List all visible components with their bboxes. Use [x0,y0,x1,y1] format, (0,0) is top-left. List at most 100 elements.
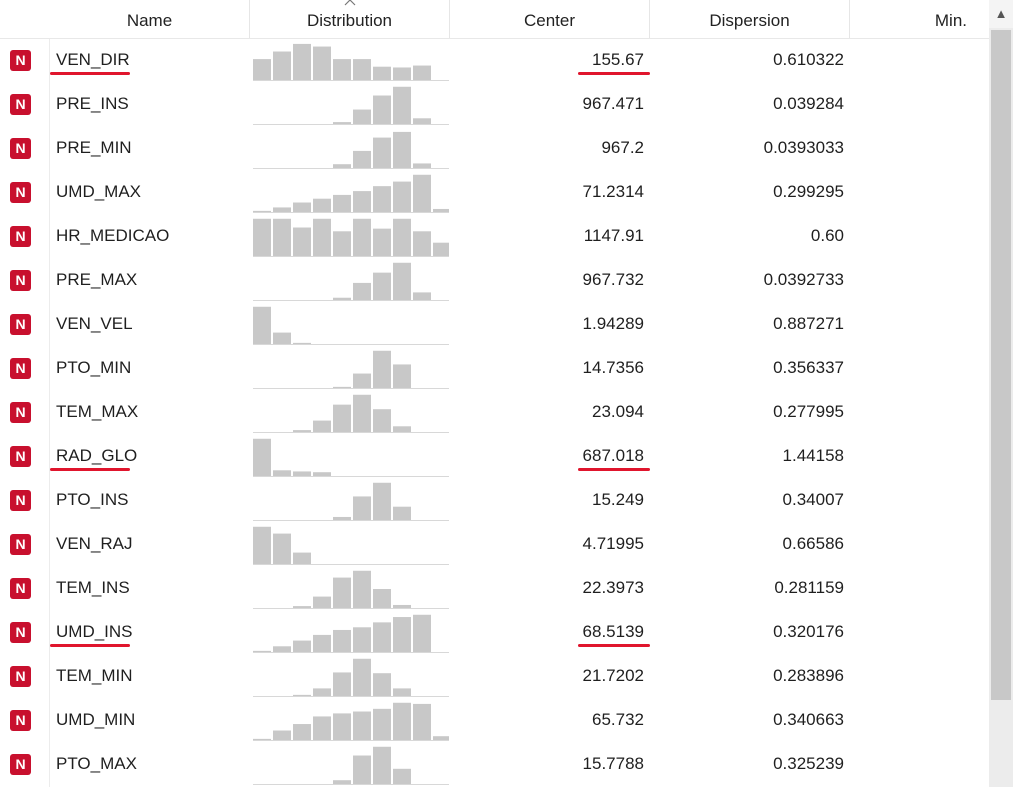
histogram-bar [333,672,351,696]
histogram-bar [433,736,449,740]
sort-ascending-icon [344,0,355,6]
histogram-bar [393,181,411,212]
histogram-bar [273,470,291,476]
table-row[interactable]: N PTO_MAX 15.7788 0.325239 [0,742,989,786]
dispersion-value: 0.283896 [773,666,844,685]
table-row[interactable]: N VEN_RAJ 4.71995 0.66586 [0,522,989,566]
table-row[interactable]: N HR_MEDICAO 1147.91 0.60 [0,214,989,258]
distribution-histogram [253,218,449,257]
histogram-bar [273,533,291,564]
numeric-type-icon: N [10,50,31,71]
name-underline-annotation [50,468,130,471]
histogram-bar [293,227,311,256]
histogram-bar [313,218,331,256]
histogram-bar [333,780,351,784]
scroll-up-arrow-icon[interactable]: ▲ [989,0,1013,28]
table-row[interactable]: N UMD_INS 68.5139 0.320176 [0,610,989,654]
table-row[interactable]: N VEN_DIR 155.67 0.610322 [0,38,989,82]
histogram-bar [253,59,271,80]
dispersion-value: 0.325239 [773,754,844,773]
dispersion-value: 0.299295 [773,182,844,201]
column-header-distribution[interactable]: Distribution [250,0,450,38]
histogram-bar [293,471,311,476]
distribution-histogram [253,482,449,521]
column-header-center[interactable]: Center [450,0,650,38]
distribution-histogram [253,262,449,301]
histogram-bar [313,596,331,608]
histogram-bar [413,231,431,256]
histogram-bar [333,629,351,652]
dispersion-value: 0.0393033 [763,138,844,157]
histogram-bar [373,746,391,784]
histogram-bar [393,131,411,168]
column-header-min[interactable]: Min. [850,0,989,38]
table-row[interactable]: N UMD_MIN 65.732 0.340663 [0,698,989,742]
table-row[interactable]: N PTO_INS 15.249 0.34007 [0,478,989,522]
histogram-bar [333,231,351,256]
table-row[interactable]: N TEM_INS 22.3973 0.281159 [0,566,989,610]
dispersion-value: 0.610322 [773,50,844,69]
distribution-histogram [253,394,449,433]
histogram-bar [353,59,371,80]
numeric-type-icon: N [10,490,31,511]
variable-name: TEM_MAX [56,402,139,421]
histogram-bar [313,716,331,740]
histogram-bar [273,207,291,212]
histogram-bar [273,332,291,344]
histogram-bar [393,86,411,124]
variable-name: VEN_VEL [56,314,133,333]
histogram-bar [373,272,391,300]
histogram-bar [293,43,311,80]
distribution-histogram [253,350,449,389]
table-row[interactable]: N VEN_VEL 1.94289 0.887271 [0,302,989,346]
center-value: 967.471 [582,94,644,113]
histogram-bar [333,577,351,608]
column-header-name[interactable]: Name [50,0,250,38]
dispersion-value: 0.039284 [773,94,844,113]
table-row[interactable]: N UMD_MAX 71.2314 0.299295 [0,170,989,214]
center-value: 1147.91 [583,226,644,245]
table-row[interactable]: N TEM_MAX 23.094 0.277995 [0,390,989,434]
center-value: 15.249 [592,490,644,509]
histogram-bar [433,208,449,212]
dispersion-value: 0.320176 [773,622,844,641]
histogram-bar [313,198,331,212]
dispersion-value: 0.356337 [773,358,844,377]
table-row[interactable]: N PRE_MIN 967.2 0.0393033 [0,126,989,170]
center-value: 1.94289 [582,314,644,333]
histogram-bar [313,420,331,432]
histogram-bar [293,430,311,432]
histogram-bar [353,711,371,740]
histogram-bar [253,526,271,564]
variable-name: PRE_MAX [56,270,138,289]
dispersion-value: 0.281159 [774,578,844,597]
scroll-thumb[interactable] [991,30,1011,700]
numeric-type-icon: N [10,754,31,775]
numeric-type-icon: N [10,138,31,159]
vertical-scrollbar[interactable]: ▲ [989,0,1013,787]
name-underline-annotation [50,644,130,647]
histogram-bar [353,496,371,520]
distribution-histogram [253,86,449,125]
dispersion-value: 0.887271 [773,314,844,333]
distribution-histogram [253,702,449,741]
histogram-bar [253,218,271,256]
numeric-type-icon: N [10,94,31,115]
column-divider [49,38,50,787]
table-row[interactable]: N PTO_MIN 14.7356 0.356337 [0,346,989,390]
table-row[interactable]: N PRE_MAX 967.732 0.0392733 [0,258,989,302]
center-value: 155.67 [592,50,644,69]
histogram-bar [253,306,271,344]
histogram-bar [373,137,391,168]
distribution-histogram [253,131,449,169]
table-row[interactable]: N TEM_MIN 21.7202 0.283896 [0,654,989,698]
table-row[interactable]: N PRE_INS 967.471 0.039284 [0,82,989,126]
numeric-type-icon: N [10,666,31,687]
histogram-bar [293,606,311,608]
column-header-dispersion[interactable]: Dispersion [650,0,850,38]
numeric-type-icon: N [10,314,31,335]
histogram-bar [333,516,351,520]
histogram-bar [373,409,391,432]
histogram-bar [373,589,391,608]
table-row[interactable]: N RAD_GLO 687.018 1.44158 [0,434,989,478]
